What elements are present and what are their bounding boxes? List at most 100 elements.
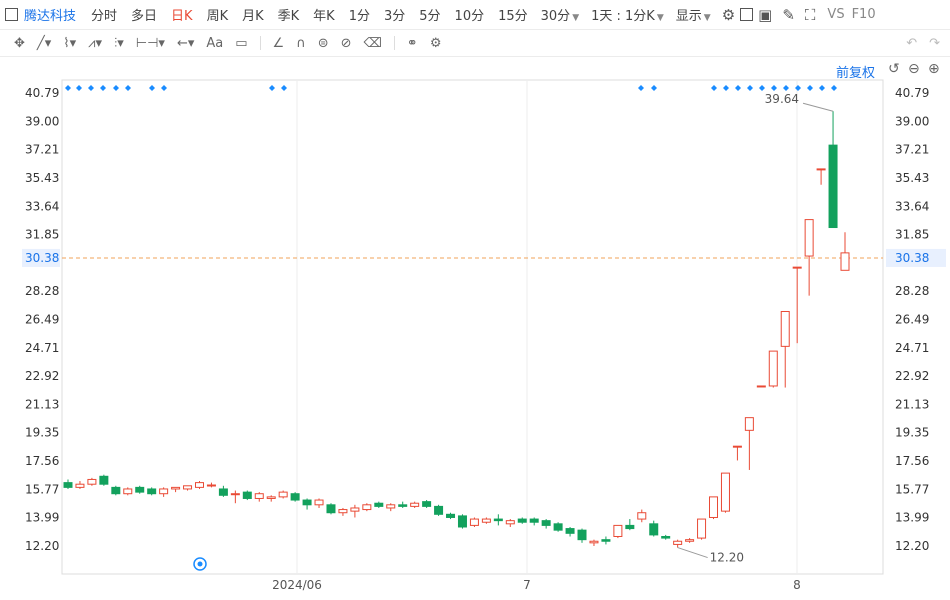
- angle-icon[interactable]: ∠: [272, 35, 285, 51]
- period-tab[interactable]: 年K: [313, 9, 335, 24]
- y-tick-label-right: 35.43: [895, 171, 929, 185]
- window-icon[interactable]: [5, 8, 18, 21]
- period-tab[interactable]: 多日: [131, 9, 158, 24]
- period-tab[interactable]: 5分: [419, 9, 441, 24]
- stock-name[interactable]: 腾达科技: [24, 9, 77, 24]
- period-tab-active[interactable]: 日K: [171, 9, 193, 24]
- event-marker: [65, 85, 71, 91]
- info-marker-icon[interactable]: [193, 557, 207, 571]
- wave-tool-icon[interactable]: ⩘▾: [88, 35, 102, 51]
- fib-tool-icon[interactable]: ⫶▾: [114, 35, 124, 51]
- period-tab[interactable]: 周K: [206, 9, 229, 24]
- period-tab[interactable]: 15分: [498, 9, 528, 24]
- max-annotation-line: [802, 102, 834, 112]
- arrow-tool-icon[interactable]: ←▾: [176, 35, 195, 51]
- f10-button[interactable]: F10: [851, 7, 876, 22]
- period-tab[interactable]: 10分: [454, 9, 485, 24]
- candle-body: [183, 485, 193, 490]
- y-tick-label-right: 33.64: [895, 199, 929, 213]
- camera-icon[interactable]: ▣: [758, 5, 773, 24]
- y-tick-label-right: 15.77: [895, 482, 929, 496]
- plot-frame: [61, 79, 884, 575]
- candle-body: [685, 539, 695, 542]
- event-marker: [269, 85, 275, 91]
- candle-body: [649, 523, 659, 536]
- display-select[interactable]: 显示 ▼: [676, 5, 711, 24]
- settings-icon[interactable]: ⚙: [721, 5, 736, 24]
- trash-icon[interactable]: ⌫: [363, 35, 382, 51]
- chevron-down-icon: ▼: [656, 13, 664, 23]
- event-marker: [795, 85, 801, 91]
- y-tick-label-right: 24.71: [895, 341, 929, 355]
- candlestick-chart[interactable]: 40.79 40.79 39.00 39.00 37.21 37.21 35.43 35.43…: [0, 57, 950, 600]
- min-annotation-line: [677, 547, 708, 559]
- candle-body: [194, 482, 204, 488]
- candle-body: [123, 488, 133, 495]
- period-tab[interactable]: 月K: [242, 9, 264, 24]
- toolbar-settings-icon[interactable]: ⚙: [429, 35, 442, 51]
- vs-button[interactable]: VS: [827, 7, 845, 22]
- y-tick-label-right: 26.49: [895, 313, 929, 327]
- candle-body: [326, 504, 336, 514]
- y-tick-label-left: 21.13: [25, 398, 59, 412]
- zoom-out-icon[interactable]: ⊖: [908, 61, 920, 77]
- period-tab[interactable]: 1分: [348, 9, 370, 24]
- period-tab[interactable]: 季K: [277, 9, 300, 24]
- period-tab[interactable]: 3分: [383, 9, 406, 24]
- y-tick-label-left: 12.20: [25, 539, 59, 553]
- event-marker: [149, 85, 155, 91]
- y-tick-label-right: 21.13: [895, 398, 929, 412]
- candle-body: [840, 252, 850, 271]
- zoom-in-icon[interactable]: ⊕: [928, 61, 940, 77]
- undo-icon[interactable]: ↶: [906, 35, 918, 51]
- candle-body: [637, 512, 647, 520]
- minute-select[interactable]: 30分 ▼: [541, 5, 579, 24]
- reset-icon[interactable]: ↺: [888, 61, 900, 77]
- comment-icon[interactable]: ▭: [235, 35, 248, 51]
- eye-icon[interactable]: ⊜: [317, 35, 329, 51]
- event-marker: [807, 85, 813, 91]
- candle-body: [720, 472, 730, 512]
- candle-body: [386, 504, 396, 509]
- candle-body: [541, 520, 551, 526]
- y-tick-label-left: 35.43: [25, 171, 59, 185]
- y-tick-label-left: 40.79: [25, 86, 59, 100]
- pencil-icon[interactable]: ✎: [782, 5, 795, 24]
- line-tool-icon[interactable]: ╱▾: [36, 35, 52, 51]
- adjust-mode-button[interactable]: 前复权: [835, 66, 875, 81]
- drawing-toolbar: ✥ ╱▾ ⌇▾ ⩘▾ ⫶▾ ⊢⊣▾ ←▾ Aa ▭ ∠ ∩ ⊜ ⊘ ⌫ ⚭ ⚙ …: [0, 30, 950, 57]
- max-price-label: 39.64: [765, 92, 799, 106]
- text-tool[interactable]: Aa: [206, 35, 224, 51]
- fullscreen-icon[interactable]: ⛶: [804, 5, 816, 24]
- event-marker: [638, 85, 644, 91]
- info-marker-dot: [197, 561, 203, 567]
- polyline-tool-icon[interactable]: ⌇▾: [63, 35, 77, 51]
- y-tick-label-right: 12.20: [895, 539, 929, 553]
- chevron-down-icon: ▼: [703, 13, 711, 23]
- candle-body: [529, 518, 539, 523]
- candle-body: [410, 502, 420, 507]
- hide-icon[interactable]: ⊘: [340, 35, 352, 51]
- min-price-label: 12.20: [710, 551, 744, 565]
- x-tick-label: 2024/06: [272, 578, 322, 592]
- magnet-icon[interactable]: ∩: [296, 35, 306, 51]
- candle-body: [732, 445, 742, 448]
- range-tool-icon[interactable]: ⊢⊣▾: [135, 35, 165, 51]
- link-icon[interactable]: ⚭: [406, 35, 418, 51]
- candle-body: [481, 518, 491, 523]
- redo-icon[interactable]: ↷: [929, 35, 940, 51]
- candle-body: [278, 491, 288, 498]
- current-price-tag-left: [22, 248, 60, 267]
- y-tick-label-right: 39.00: [895, 114, 929, 128]
- move-icon[interactable]: ✥: [14, 35, 25, 51]
- display-select-value: 显示: [675, 9, 702, 24]
- candle-body: [565, 528, 575, 534]
- combo-select[interactable]: 1天 : 1分K ▼: [591, 5, 664, 24]
- period-tab[interactable]: 分时: [91, 9, 118, 24]
- candle-body: [147, 488, 157, 495]
- layout-icon[interactable]: [740, 8, 754, 21]
- candle-body: [493, 518, 503, 522]
- candle-body: [302, 499, 312, 506]
- candle-body: [744, 417, 754, 431]
- candle-body: [673, 540, 683, 545]
